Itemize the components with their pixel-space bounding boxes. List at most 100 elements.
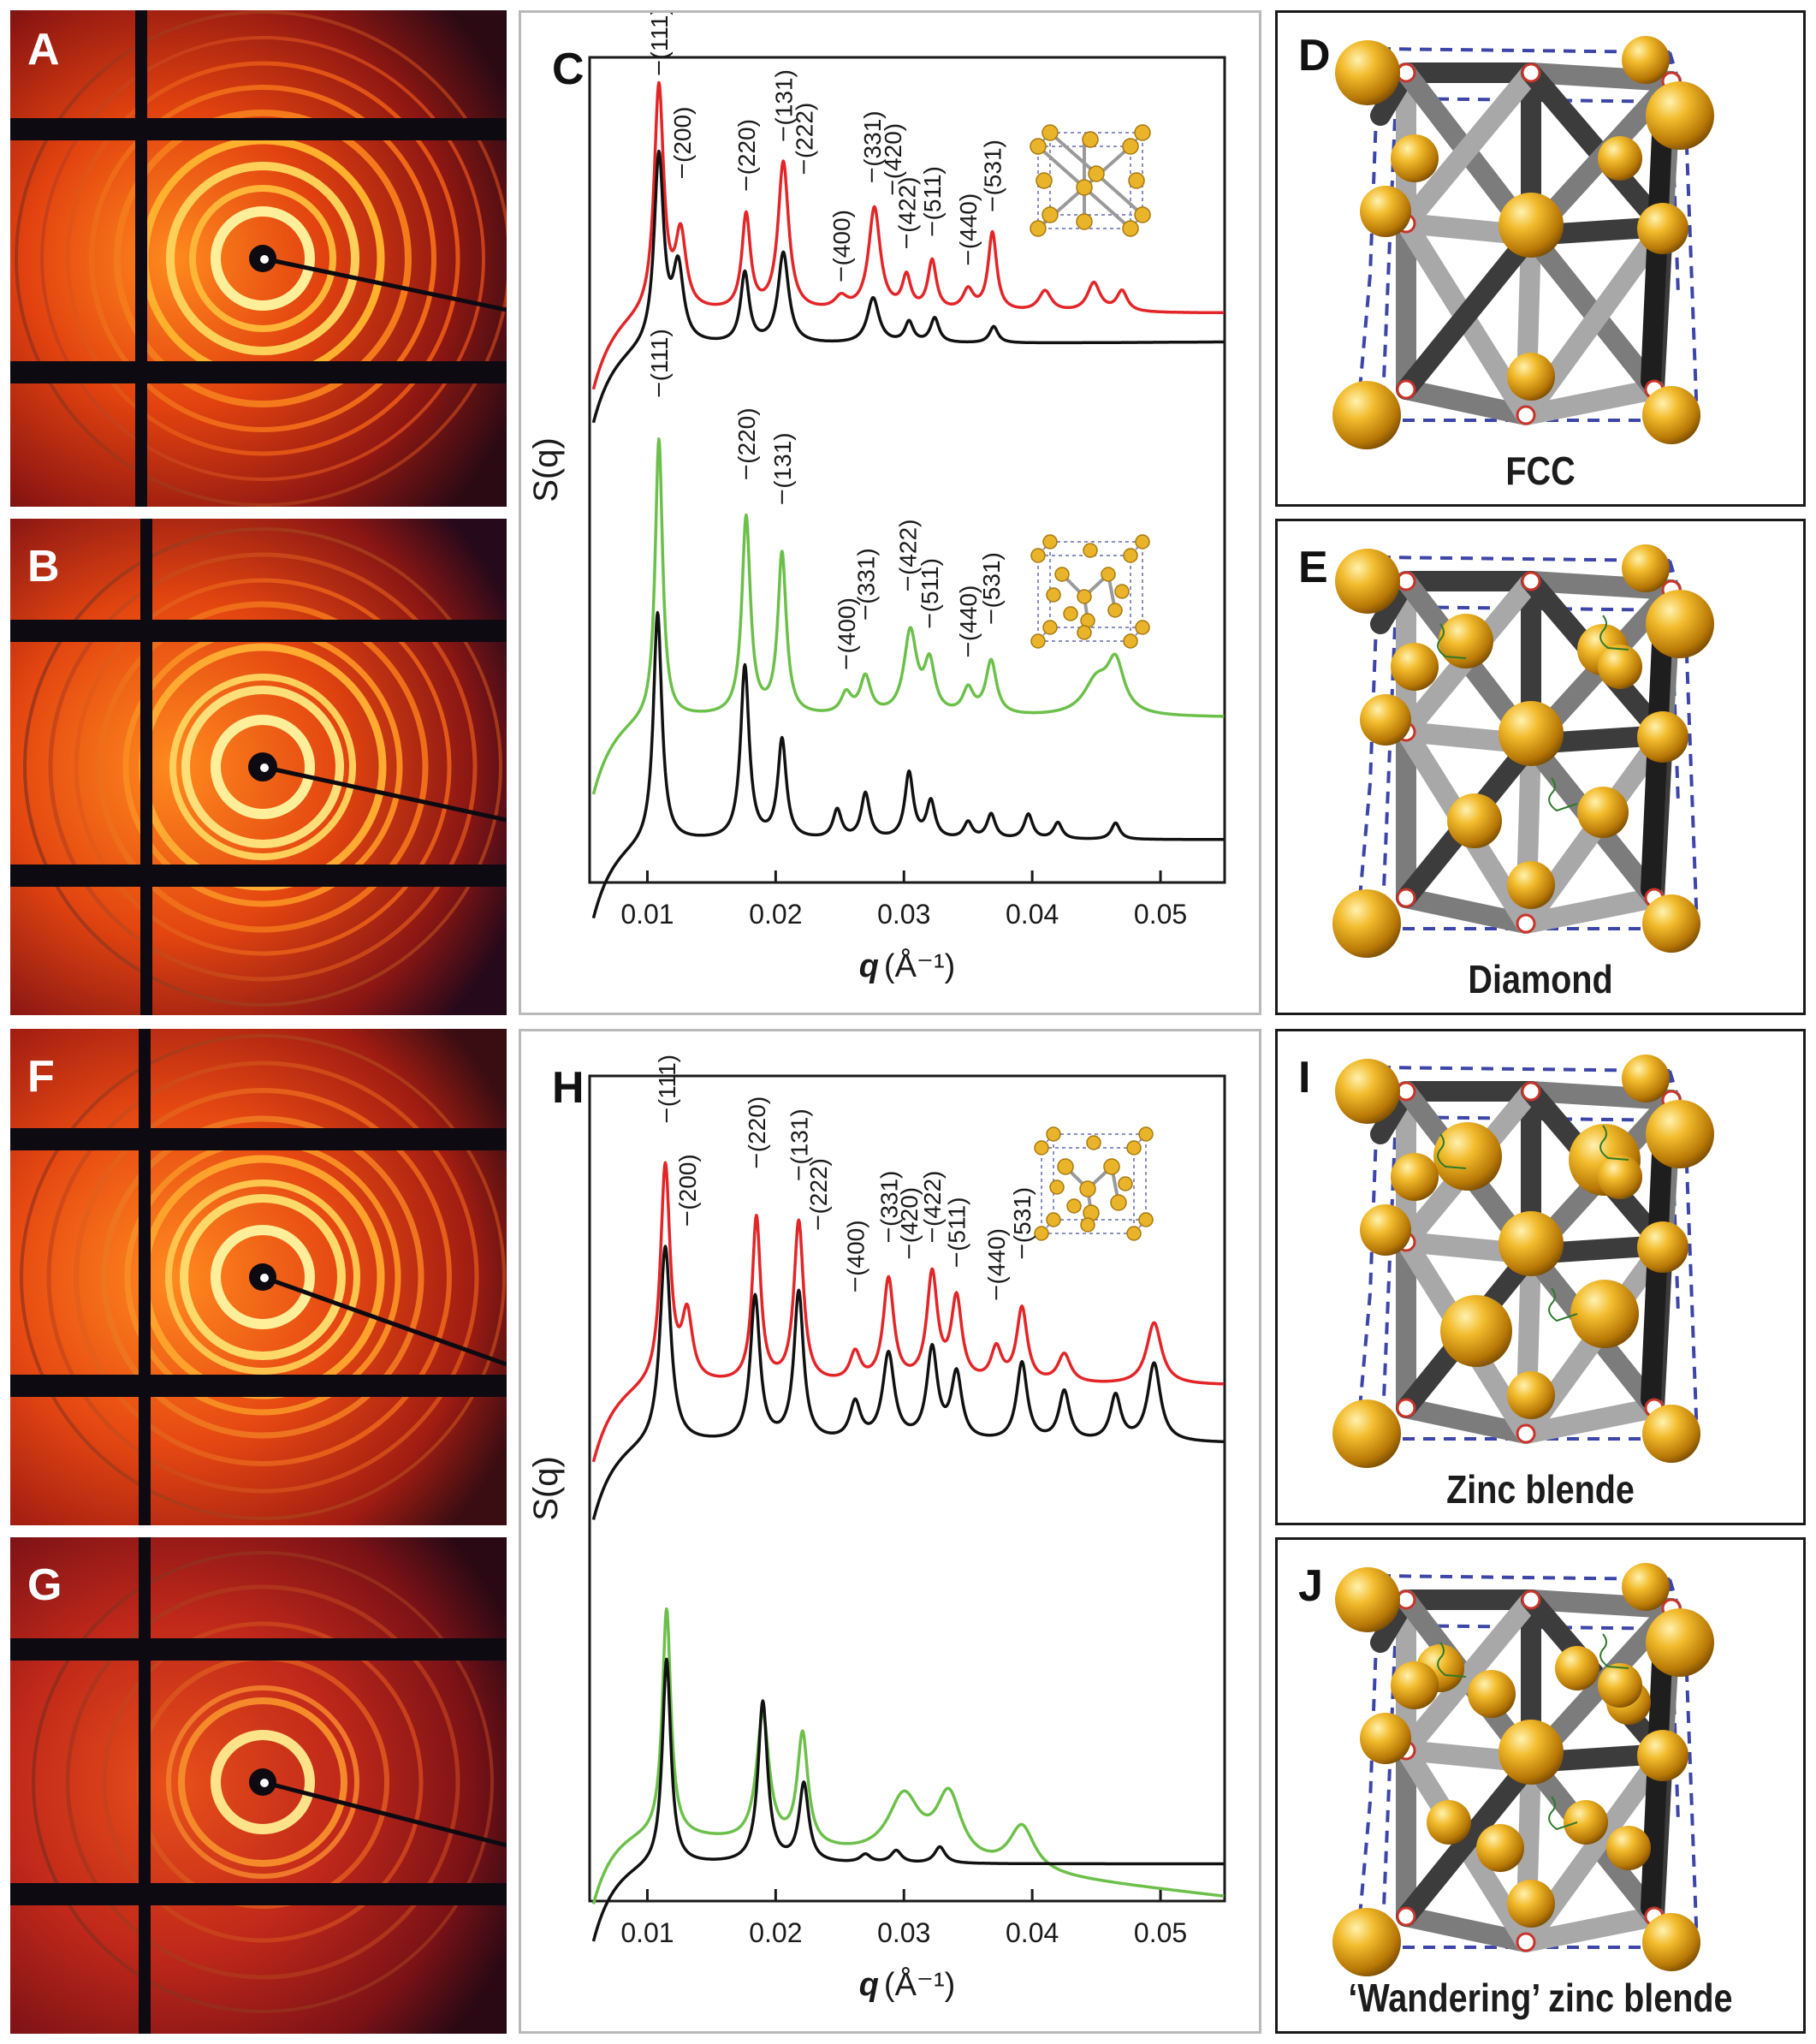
unit-cell-edge (1378, 47, 1671, 54)
nanoparticle-sphere (1447, 793, 1502, 848)
chart-c-peak-index: (200) (669, 107, 696, 163)
dna-linker-strand (1548, 1796, 1578, 1831)
chart-h-peak-label: (131) (786, 1108, 812, 1180)
structure-panel-d: D FCC (1275, 10, 1806, 507)
chart-c-series-2 (591, 437, 1226, 795)
dna-bundle-rod (1396, 1589, 1541, 1761)
nanoparticle-sphere (1642, 1405, 1700, 1463)
structure-caption-j: ‘Wandering’ zinc blende (1348, 1976, 1733, 2020)
chart-c-peak-label: (331) (859, 110, 886, 182)
structure-caption-d: FCC (1505, 449, 1576, 493)
dna-bundle-rod (1396, 888, 1536, 934)
chart-c-plot-frame (588, 56, 1226, 884)
chart-h-series-1 (591, 1245, 1226, 1520)
chart-h-plot-frame (588, 1074, 1226, 1903)
nanoparticle-sphere (1646, 590, 1714, 658)
nanoparticle-sphere (1439, 614, 1493, 668)
chart-h-peak-label: (440) (983, 1228, 1010, 1300)
nanoparticle-sphere (1360, 186, 1411, 237)
fcc-unit-cell-inset (1030, 124, 1151, 237)
chart-h-peak-label: (422) (919, 1171, 946, 1242)
dna-linker-strand (1599, 1633, 1629, 1669)
chart-h-peak-index: (222) (805, 1158, 832, 1214)
structure-caption-e: Diamond (1468, 957, 1613, 1001)
nanoparticle-sphere (1507, 1880, 1555, 1928)
chart-c-xtick-label: 0.03 (877, 899, 930, 930)
chart-panel-h: 0.01 0.02 0.03 0.04 0.05 q (Å⁻¹) S(q) (111) (200)… (519, 1029, 1261, 2034)
saxs-image-f (10, 1029, 507, 1525)
chart-c-peak-label: (511) (919, 166, 946, 236)
chart-c-xtick-label: 0.02 (749, 899, 802, 930)
chart-c-peak-label: (440) (955, 193, 982, 265)
fcc-superlattice-model (1332, 36, 1714, 449)
chart-h-peak-label: (222) (805, 1158, 832, 1230)
nanoparticle-sphere (1598, 1663, 1642, 1708)
chart-c-xtick-label: 0.04 (1006, 899, 1059, 930)
chart-c-peak-label: (531) (980, 140, 1006, 211)
panel-label-b: B (27, 542, 60, 591)
chart-c-peak-label: (331) (852, 548, 879, 620)
nanoparticle-sphere (1637, 711, 1688, 763)
chart-c-peak-index: (440) (955, 193, 982, 249)
unit-cell-edge (1380, 606, 1398, 930)
nanoparticle-sphere (1360, 694, 1411, 746)
chart-h-xtick-label: 0.04 (1006, 1917, 1059, 1948)
nanoparticle-sphere (1622, 36, 1670, 84)
nanoparticle-sphere (1646, 1100, 1714, 1168)
nanoparticle-sphere (1391, 1153, 1439, 1201)
dna-linker-strand (1548, 777, 1578, 812)
nanoparticle-sphere (1577, 787, 1629, 838)
chart-h-peak-label: (511) (944, 1197, 970, 1267)
chart-c-peak-index: (400) (834, 597, 860, 653)
chart-h-peak-index: (200) (674, 1154, 701, 1209)
chart-c-xtick-label: 0.05 (1134, 899, 1187, 930)
chart-h-peak-label: (200) (674, 1154, 701, 1226)
structure-panel-j: J ‘Wandering’ zinc blende (1275, 1537, 1806, 2034)
chart-h-series-3 (591, 1657, 1226, 1942)
vertex-node (1516, 913, 1536, 934)
chart-c-peak-label: (531) (978, 552, 1005, 624)
sq-chart-c: 0.01 0.02 0.03 0.04 0.05 q (Å⁻¹) S(q) (111) (200)… (527, 13, 1226, 984)
chart-c-peak-label: (420) (880, 123, 906, 195)
nanoparticle-sphere (1332, 1908, 1401, 1976)
chart-c-peak-index: (422) (893, 177, 920, 233)
nanoparticle-sphere (1360, 1204, 1411, 1256)
nanoparticle-sphere (1332, 889, 1401, 958)
nanoparticle-sphere (1335, 549, 1400, 614)
chart-c-peak-label: (422) (893, 177, 920, 248)
panel-label-h: H (552, 1063, 585, 1113)
chart-c-peak-index: (220) (733, 407, 760, 463)
unit-cell-edge (1368, 1575, 1380, 1803)
chart-h-peak-index: (511) (944, 1197, 970, 1251)
diamond-unit-cell-inset (1030, 534, 1150, 649)
chart-h-series-0 (591, 1161, 1226, 1463)
unit-cell-edge (1368, 556, 1380, 784)
chart-c-peak-index: (422) (895, 520, 922, 575)
chart-c-series-1 (591, 149, 1226, 424)
panel-label-j: J (1298, 1561, 1323, 1611)
chart-h-x-axis-symbol: q (859, 1967, 879, 2003)
nanoparticle-sphere (1391, 1661, 1439, 1709)
nanoparticle-sphere (1507, 353, 1555, 401)
nanoparticle-sphere (1637, 203, 1688, 254)
chart-h-peak-index: (131) (786, 1108, 812, 1164)
chart-c-peak-index: (222) (791, 103, 817, 158)
chart-h-peak-index: (440) (983, 1228, 1010, 1284)
saxs-pattern-b: B (10, 519, 507, 1015)
chart-c-peak-label: (131) (769, 432, 796, 504)
nanoparticle-sphere (1642, 386, 1700, 444)
nanoparticle-sphere (1498, 193, 1564, 258)
chart-h-peak-index: (531) (1009, 1187, 1036, 1243)
unit-cell-edge (1683, 1628, 1699, 1948)
chart-c-peak-label: (131) (770, 69, 797, 141)
nanoparticle-sphere (1498, 1720, 1564, 1785)
chart-c-peak-label: (400) (834, 597, 860, 669)
dna-bundle-rod (1396, 1752, 1541, 1927)
chart-c-peak-label: (511) (917, 558, 943, 628)
unit-cell-edge (1368, 1067, 1380, 1294)
dna-bundle-rod (1516, 379, 1665, 425)
nanoparticle-sphere (1642, 1913, 1700, 1971)
nanoparticle-sphere (1555, 1646, 1599, 1690)
dna-bundle-rod (1516, 1398, 1665, 1444)
chart-c-y-axis-title: S(q) (527, 437, 565, 502)
